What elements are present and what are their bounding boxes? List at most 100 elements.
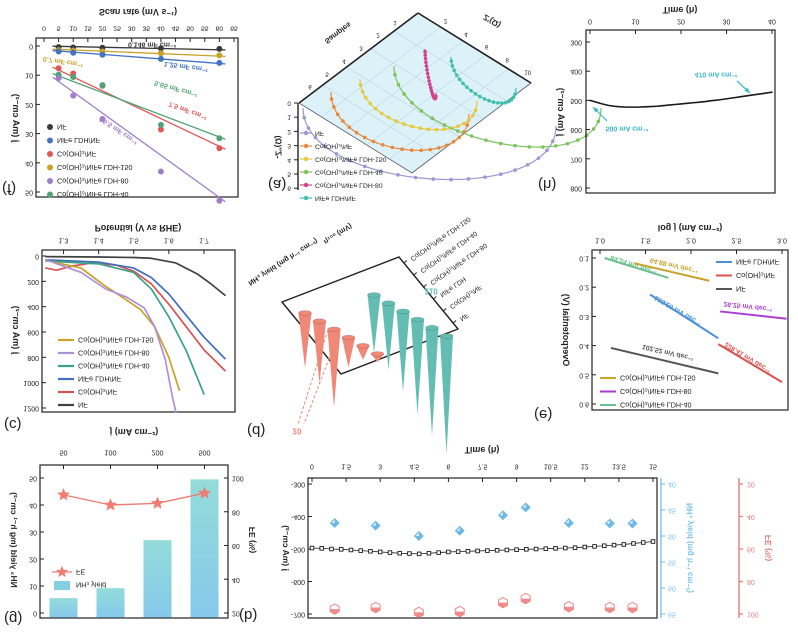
y-axis-title: j (mA cm⁻²) (281, 525, 291, 572)
eis-point (437, 146, 441, 150)
x-axis-title: Potential (V vs RHE) (95, 223, 182, 233)
eis-point (341, 119, 345, 123)
data-line (45, 259, 181, 392)
x-tick-label: 0 (588, 18, 592, 25)
axis-line (321, 26, 441, 118)
eis-point (430, 116, 435, 121)
data-point (55, 65, 62, 72)
eis-point (469, 88, 473, 93)
square-marker (387, 550, 393, 555)
y-axis-title: Overpotential (V) (561, 294, 571, 367)
square-marker (309, 545, 315, 551)
y-tick-label: 0.3 (579, 313, 589, 320)
legend-label: Co(OH)₂/NiFe LDH-40 (78, 362, 149, 371)
annotation: 0.146 mF cm⁻² (128, 41, 177, 48)
diamond-shine (629, 520, 633, 524)
cone (327, 329, 341, 408)
eis-point (457, 135, 462, 140)
y3-tick-label: 60 (747, 546, 755, 553)
square-marker (358, 548, 363, 553)
y3-tick-label: 100 (747, 611, 759, 618)
eis-point (545, 148, 549, 153)
eis-point (466, 177, 471, 181)
axis-line (389, 68, 509, 160)
x-tick-label: 100 (105, 449, 117, 458)
cone (425, 327, 439, 436)
x-tick-label: 1.5 (341, 463, 351, 470)
square-marker (416, 551, 422, 557)
x-tick-label: 20 (677, 18, 685, 25)
y-tick-label: 800 (27, 354, 39, 361)
diamond-shine (415, 532, 419, 536)
eis-point (424, 60, 428, 65)
cone (411, 319, 424, 415)
eis-point (410, 124, 414, 129)
x-tick-label: 0 (42, 25, 46, 32)
eis-point (483, 175, 487, 179)
data-line (589, 91, 773, 108)
hexagon-fill (564, 606, 574, 612)
eis-point (596, 119, 601, 124)
eis-point (431, 177, 436, 181)
axis-line (52, 48, 226, 57)
annotation: 500 mA cm⁻² (606, 125, 649, 132)
x-tick-label: 6 (446, 463, 450, 470)
diamond-shine (456, 527, 460, 531)
panel-letter-g: (g) (4, 610, 23, 627)
x-tick-label: 2.5 (732, 237, 742, 244)
axis-line (344, 40, 464, 132)
panel-letter-a: (a) (268, 176, 287, 193)
panel-letter-c: (c) (4, 416, 22, 433)
eis-point (394, 119, 398, 123)
x-tick-label: 20 (99, 25, 107, 32)
bar (96, 588, 125, 618)
eis-point (347, 125, 352, 130)
y-tick-label: -600 (291, 578, 305, 585)
eis-point (425, 68, 429, 72)
y2-tick-label: 80 (232, 508, 240, 515)
axis-line (442, 308, 447, 312)
eis-point (449, 177, 453, 182)
y3-axis-title: FE (%) (763, 535, 773, 562)
square-marker (504, 547, 510, 553)
axis-line (433, 296, 437, 300)
z-tick-label: 3 (287, 142, 291, 149)
square-marker (475, 548, 480, 554)
legend-label: NiFe LDH/NF (315, 195, 356, 202)
eis-point (487, 98, 491, 103)
legend-marker (303, 182, 309, 188)
s-tick-label: 1 (393, 19, 397, 25)
legend-label: NF (736, 285, 746, 294)
x-tick-label: 10.5 (544, 463, 558, 470)
y-tick-label: 300 (570, 39, 582, 46)
panel-letter-f: (f) (2, 180, 17, 197)
data-point (70, 49, 77, 56)
z-tick-label: 6 (287, 185, 291, 192)
square-marker (455, 549, 461, 554)
eis-point (400, 147, 404, 151)
eis-point (386, 115, 391, 120)
y-tick-label: 500 (570, 97, 582, 104)
data-point (157, 121, 164, 128)
hexagon-fill (521, 598, 531, 604)
diamond-marker (520, 502, 531, 513)
data-line (45, 258, 226, 360)
s-axis-title: Samples (323, 20, 353, 46)
category-label: NF (458, 311, 469, 322)
eis-point (380, 143, 385, 147)
hexagon-fill (498, 602, 508, 608)
eis-point (323, 144, 327, 149)
y2-tick-label: 20 (232, 610, 240, 617)
eis-point (302, 115, 306, 120)
data-point (157, 45, 164, 52)
eis-point (462, 121, 466, 126)
hexagon-fill (371, 607, 381, 613)
eis-point (410, 100, 414, 105)
cone-top (312, 318, 327, 324)
x-tick-label: 1.6 (164, 237, 174, 244)
data-point (70, 92, 77, 99)
legend-marker (54, 581, 70, 590)
y-tick-label: 40 (29, 502, 37, 509)
